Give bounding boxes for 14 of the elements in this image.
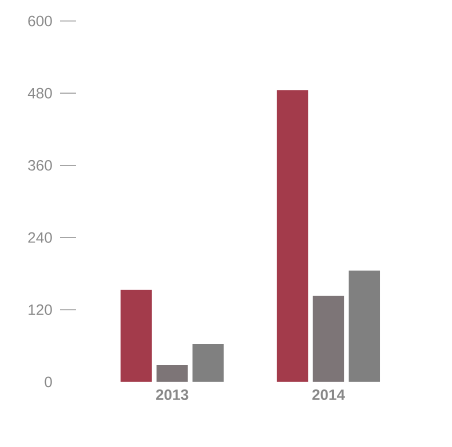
y-tick-label: 600 [28,16,52,26]
bar [348,270,380,382]
y-tick-label: 0 [44,376,52,388]
y-tick-label: 240 [28,232,52,243]
y-tick-label: 360 [28,160,52,171]
x-tick-label: 2013 [156,389,188,400]
bar [192,344,224,382]
bar [156,365,188,382]
bar [120,290,152,382]
bar [312,296,344,382]
y-tick-label: 120 [28,304,52,316]
y-tick-label: 480 [28,88,52,98]
x-tick-label: 2014 [312,389,345,400]
bar [276,90,308,382]
